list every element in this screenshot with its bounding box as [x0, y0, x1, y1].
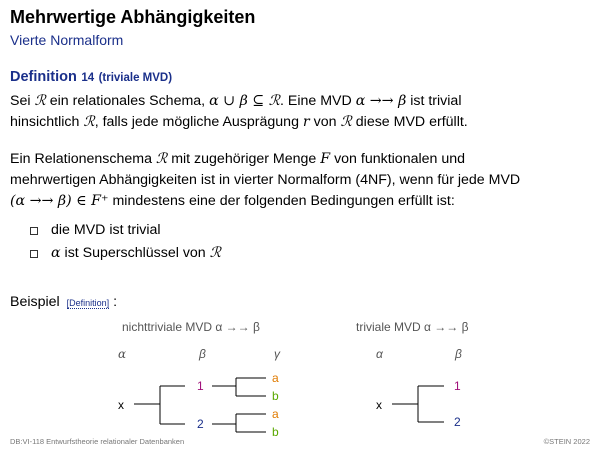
left-2-branch	[212, 413, 266, 433]
nf4-definition-text: Ein Relationenschema ℛ mit zugehöriger M…	[10, 149, 595, 212]
left-col-alpha: α	[118, 347, 126, 361]
square-bullet-icon	[30, 249, 38, 258]
right-col-alpha: α	[376, 347, 384, 361]
left-x: x	[118, 398, 124, 412]
nf4-text-2: mit zugehöriger Menge	[171, 151, 317, 167]
nf4-text-3: von funktionalen und	[334, 151, 466, 167]
math-R: ℛ	[209, 245, 221, 261]
left-g-b2: b	[272, 425, 279, 439]
right-caption: triviale MVD α →→ β	[356, 320, 469, 334]
right-x: x	[376, 398, 382, 412]
math-F: F	[320, 151, 331, 167]
def-text-3: . Eine MVD	[280, 93, 352, 109]
left-g-b1: b	[272, 389, 279, 403]
slide-subtitle: Vierte Normalform	[10, 32, 124, 48]
right-b1: 1	[454, 379, 461, 393]
list-item: α ist Superschlüssel von ℛ	[30, 242, 221, 265]
definition-heading: Definition 14 (triviale MVD)	[10, 68, 172, 86]
left-col-gamma: γ	[274, 347, 281, 361]
right-tree-labels: x 1 2	[376, 379, 461, 429]
list-item: die MVD ist trivial	[30, 219, 221, 242]
nf4-text-5: mindestens eine der folgenden Bedingunge…	[112, 193, 455, 209]
left-g-a2: a	[272, 407, 279, 421]
definition-text: Sei ℛ ein relationales Schema, α ∪ β ⊆ ℛ…	[10, 91, 590, 133]
condition-2-alpha: α	[51, 245, 61, 261]
right-x-branch	[392, 385, 444, 423]
example-colon: :	[113, 294, 118, 310]
right-col-beta: β	[454, 347, 462, 361]
trivial-mvd-diagram: triviale MVD α →→ β α β	[356, 320, 469, 361]
definition-label: Definition	[10, 69, 77, 85]
def-text-6: , falls jede mögliche Ausprägung	[94, 114, 299, 130]
left-b2: 2	[197, 417, 204, 431]
slide-title: Mehrwertige Abhängigkeiten	[10, 7, 256, 27]
def-text-4: ist trivial	[410, 93, 462, 109]
math-R: ℛ	[34, 93, 46, 109]
right-b2: 2	[454, 415, 461, 429]
left-x-branch	[134, 385, 185, 425]
nontrivial-mvd-diagram: nichttriviale MVD α →→ β α β γ	[118, 320, 281, 361]
example-label: Beispiel	[10, 294, 60, 310]
square-bullet-icon	[30, 226, 38, 235]
right-tree-edges	[392, 385, 444, 423]
math-r: r	[302, 114, 310, 130]
conditions-list: die MVD ist trivial α ist Superschlüssel…	[30, 219, 221, 265]
def-text-1: Sei	[10, 93, 31, 109]
condition-1: die MVD ist trivial	[51, 222, 161, 238]
def-text-5: hinsichtlich	[10, 114, 80, 130]
left-col-beta: β	[198, 347, 206, 361]
def-text-8: diese MVD erfüllt.	[355, 114, 468, 130]
nf4-text-1: Ein Relationenschema	[10, 151, 152, 167]
math-mvd: α →→ β	[355, 93, 407, 109]
definition-number: 14	[81, 72, 95, 84]
left-tree-edges	[134, 377, 266, 433]
condition-2-text: ist Superschlüssel von	[64, 245, 206, 261]
math-R: ℛ	[83, 114, 95, 130]
math-mvd-paren: (α →→ β) ∈ F⁺	[10, 193, 109, 209]
left-g-a1: a	[272, 371, 279, 385]
left-b1: 1	[197, 379, 204, 393]
definition-name: (triviale MVD)	[98, 72, 173, 84]
definition-link[interactable]: [Definition]	[66, 298, 110, 309]
footer-left: DB:VI-118 Entwurfstheorie relationaler D…	[10, 437, 185, 446]
footer-right: ©STEIN 2022	[543, 437, 590, 446]
def-text-7: von	[313, 114, 337, 130]
math-R: ℛ	[155, 151, 168, 167]
left-1-branch	[212, 377, 266, 397]
left-caption: nichttriviale MVD α →→ β	[122, 320, 260, 334]
math-R: ℛ	[340, 114, 352, 130]
math-union: α ∪ β ⊆ ℛ	[209, 93, 280, 109]
left-tree-labels: x 1 2 a b a b	[118, 371, 279, 439]
def-text-2: ein relationales Schema,	[49, 93, 206, 109]
nf4-text-4: mehrwertigen Abhängigkeiten ist in viert…	[10, 172, 521, 188]
example-heading: Beispiel [Definition] :	[10, 294, 117, 310]
